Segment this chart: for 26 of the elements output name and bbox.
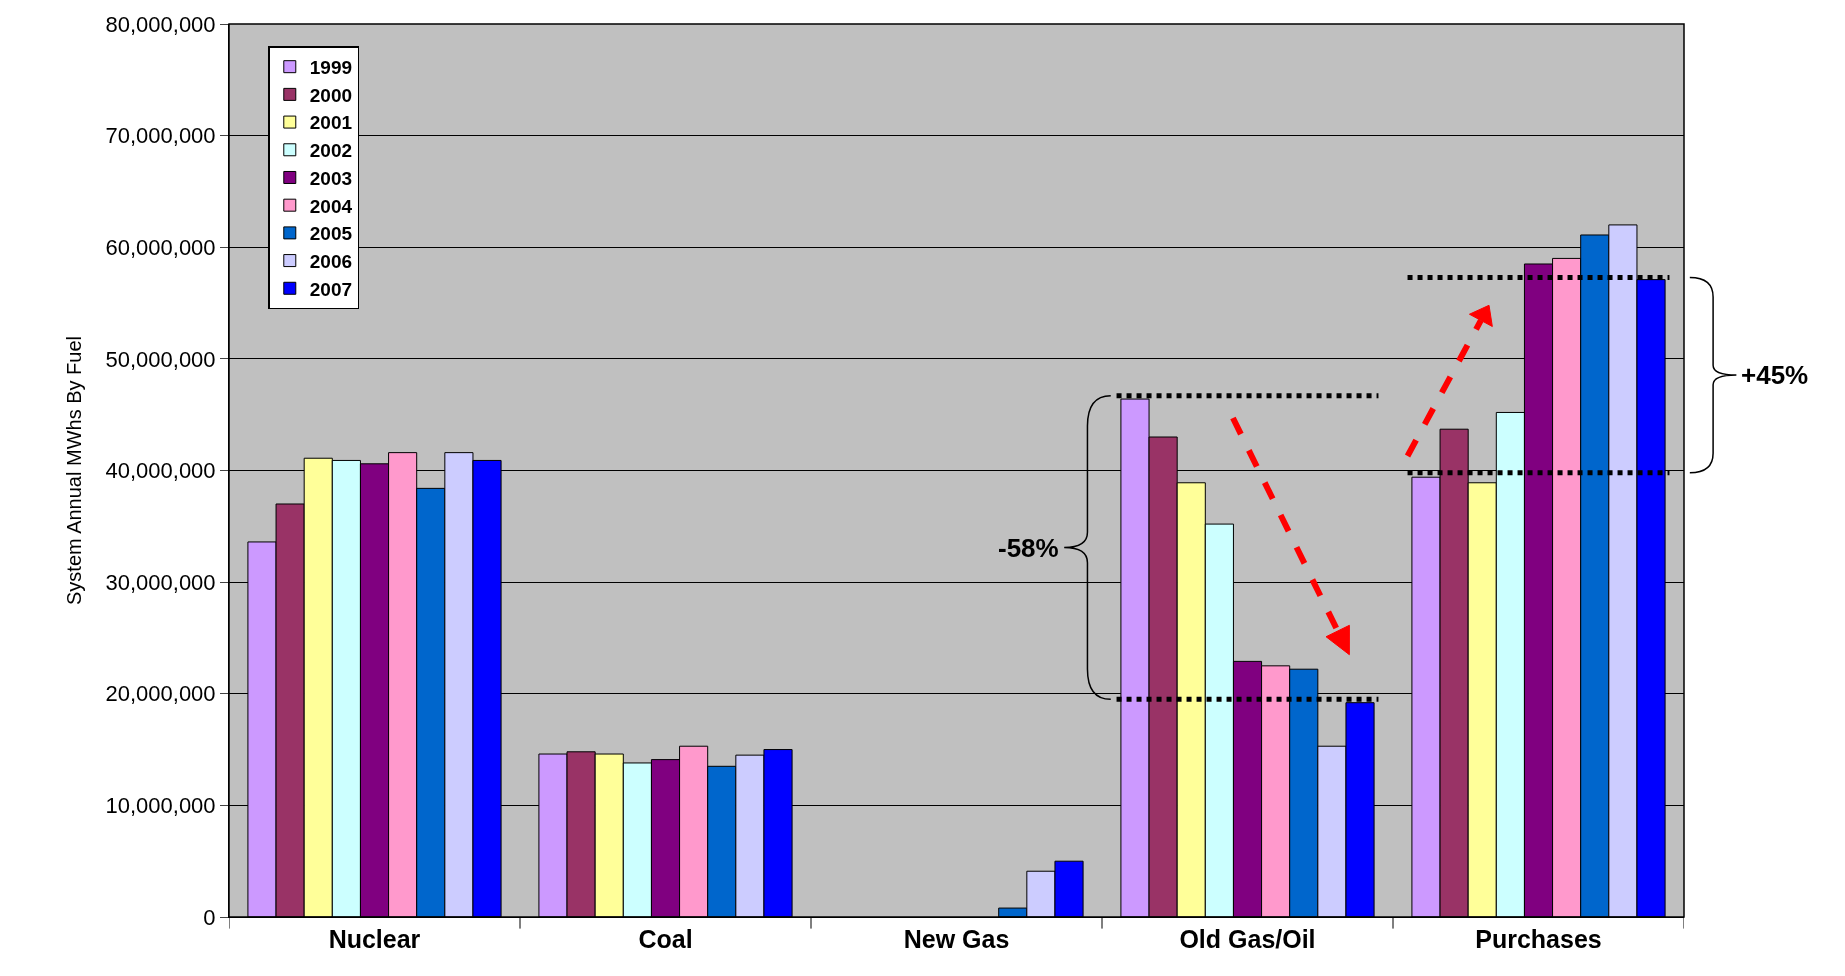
y-tick-label: 80,000,000 (105, 11, 216, 37)
y-tick-label: 60,000,000 (105, 234, 216, 260)
legend-label: 2006 (309, 250, 353, 272)
legend-label: 2007 (309, 278, 353, 300)
y-tick-label: 10,000,000 (105, 793, 216, 819)
x-tick-label: New Gas (903, 925, 1010, 953)
x-tick-label: Purchases (1475, 925, 1602, 953)
y-tick-label: 70,000,000 (105, 123, 216, 149)
y-tick-label: 30,000,000 (105, 569, 216, 595)
y-tick-label: 0 (203, 904, 216, 930)
legend-label: 1999 (309, 57, 353, 79)
x-tick-label: Coal (638, 925, 693, 953)
y-tick-label: 40,000,000 (105, 458, 216, 484)
y-tick-label: 50,000,000 (105, 346, 216, 372)
legend-label: 2000 (309, 84, 353, 106)
x-tick-label: Nuclear (328, 925, 421, 953)
legend-label: 2005 (309, 223, 353, 245)
y-tick-label: 20,000,000 (105, 681, 216, 707)
legend-label: 2001 (309, 112, 353, 134)
legend-label: 2003 (309, 167, 353, 189)
y-axis-title: System Annual MWhs By Fuel (62, 336, 85, 605)
legend-label: 2004 (309, 195, 353, 217)
legend-label: 2002 (309, 140, 353, 162)
annotation: -58% (998, 533, 1059, 563)
text: +45% (1741, 360, 1809, 390)
x-tick-label: Old Gas/Oil (1179, 925, 1316, 953)
